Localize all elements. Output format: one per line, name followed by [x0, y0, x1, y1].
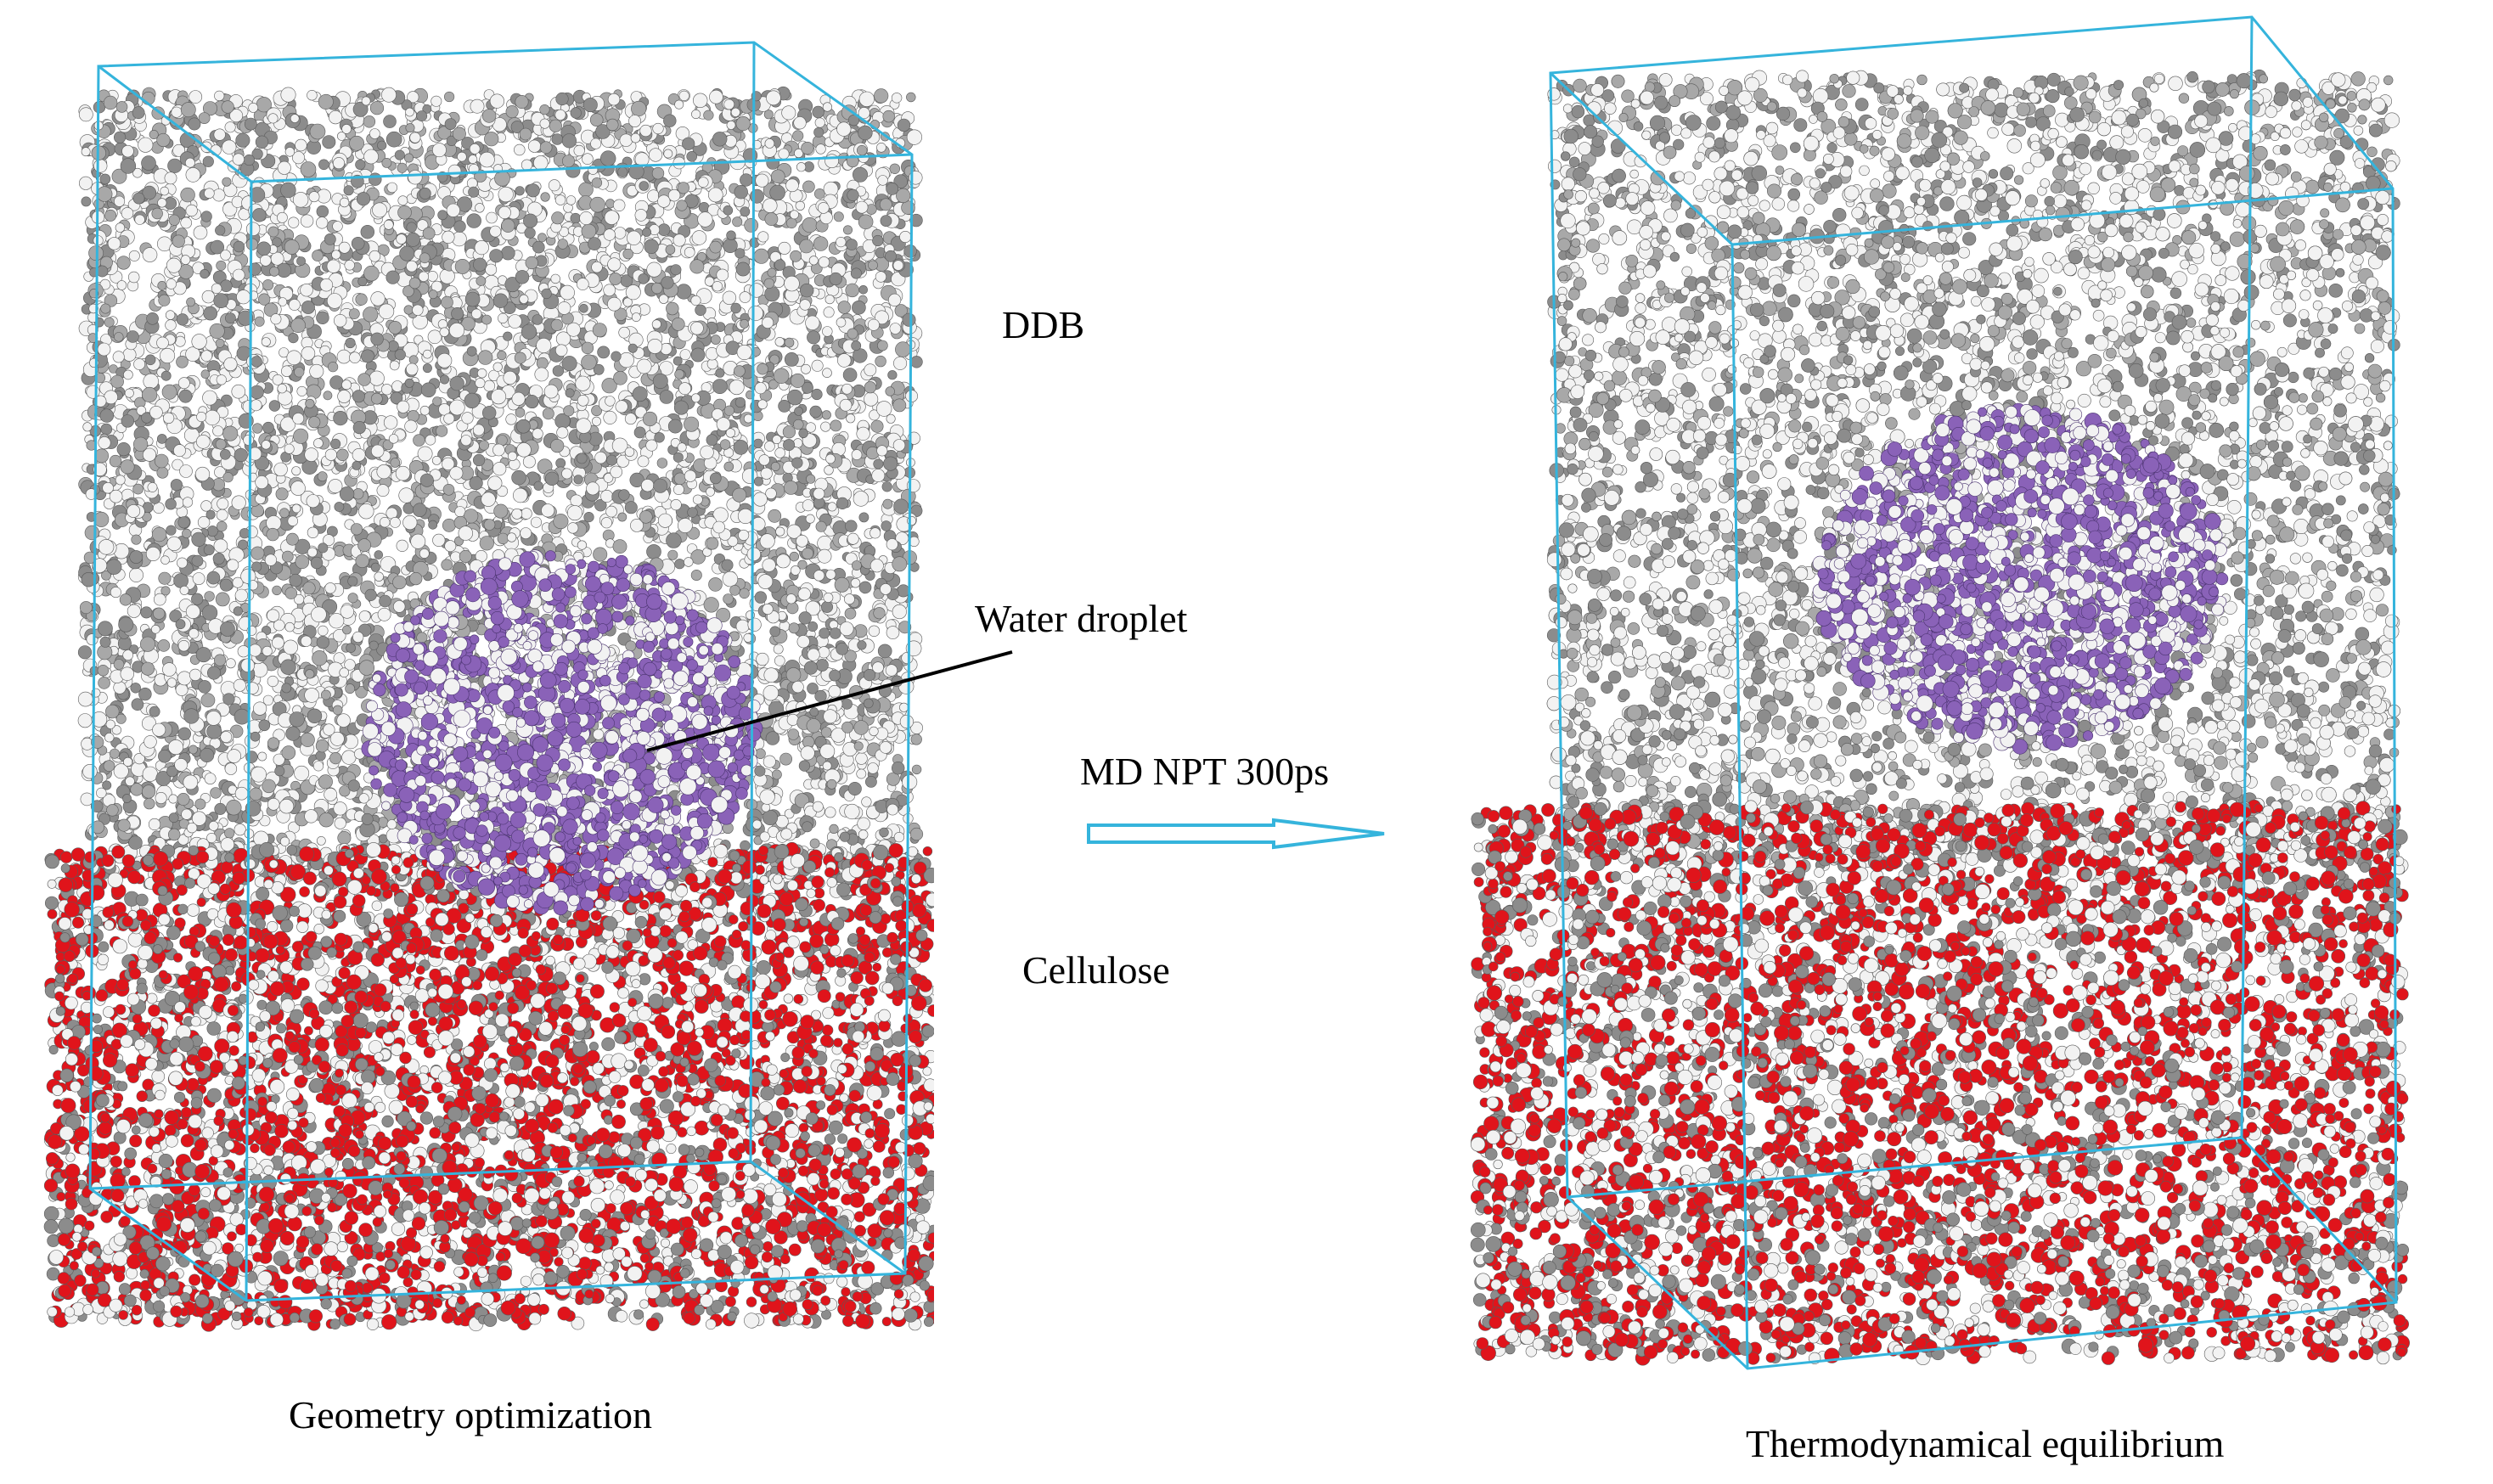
thermodynamical-equilibrium-caption: Thermodynamical equilibrium	[1746, 1425, 2224, 1464]
water-droplet-leader-line	[646, 650, 1013, 752]
left-box-outline	[88, 41, 914, 1302]
transition-arrow	[1087, 818, 1385, 850]
water-droplet-label: Water droplet	[975, 599, 1187, 638]
geometry-optimization-caption: Geometry optimization	[289, 1396, 652, 1435]
right-water-droplet	[1812, 402, 2229, 755]
cellulose-label: Cellulose	[1022, 951, 1170, 990]
right-cellulose-layer	[1470, 799, 2411, 1366]
left-cellulose-layer	[43, 841, 934, 1332]
right-simulation-box	[1470, 15, 2411, 1370]
left-water-droplet	[361, 549, 763, 916]
md-step-label: MD NPT 300ps	[1080, 752, 1329, 791]
left-simulation-box	[43, 41, 934, 1332]
ddb-label: DDB	[1002, 306, 1084, 345]
right-box-outline	[1549, 15, 2398, 1370]
